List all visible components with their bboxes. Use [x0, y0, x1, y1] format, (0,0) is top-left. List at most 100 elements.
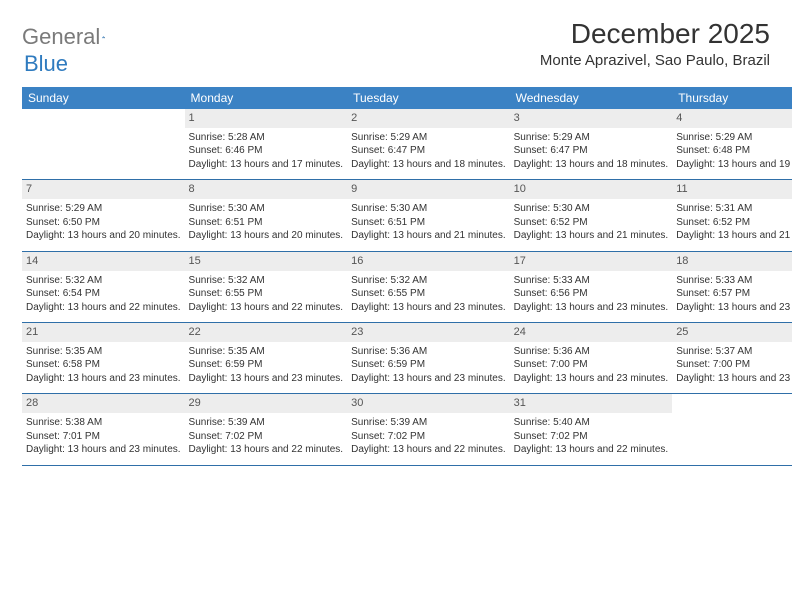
- day-number: 21: [22, 323, 185, 342]
- daylight-line: Daylight: 13 hours and 18 minutes.: [351, 158, 506, 172]
- sunset-line: Sunset: 6:55 PM: [189, 287, 344, 301]
- daylight-line: Daylight: 13 hours and 23 minutes.: [514, 372, 669, 386]
- sunset-line: Sunset: 6:57 PM: [676, 287, 792, 301]
- day-number: 28: [22, 394, 185, 413]
- sunset-line: Sunset: 7:02 PM: [514, 430, 669, 444]
- day-cell: 18 Sunrise: 5:33 AMSunset: 6:57 PMDayligh…: [672, 251, 792, 322]
- daylight-line: Daylight: 13 hours and 22 minutes.: [514, 443, 669, 457]
- day-number: 22: [185, 323, 348, 342]
- sunrise-line: Sunrise: 5:30 AM: [514, 202, 669, 216]
- sunrise-line: Sunrise: 5:32 AM: [189, 274, 344, 288]
- daylight-line: Daylight: 13 hours and 17 minutes.: [189, 158, 344, 172]
- day-header-tuesday: Tuesday: [347, 87, 510, 109]
- sunrise-line: Sunrise: 5:33 AM: [676, 274, 792, 288]
- week-row: 21Sunrise: 5:35 AMSunset: 6:58 PMDayligh…: [22, 323, 792, 394]
- sunrise-line: Sunrise: 5:35 AM: [189, 345, 344, 359]
- daylight-line: Daylight: 13 hours and 23 minutes.: [514, 301, 669, 315]
- day-header-monday: Monday: [185, 87, 348, 109]
- day-number: 31: [510, 394, 673, 413]
- day-number: 1: [185, 109, 348, 128]
- sunrise-line: Sunrise: 5:36 AM: [514, 345, 669, 359]
- sunset-line: Sunset: 6:58 PM: [26, 358, 181, 372]
- day-cell: 11Sunrise: 5:31 AMSunset: 6:52 PMDayligh…: [672, 180, 792, 251]
- day-number: 14: [22, 252, 185, 271]
- daylight-line: Daylight: 13 hours and 23 minutes.: [189, 372, 344, 386]
- sunset-line: Sunset: 6:46 PM: [189, 144, 344, 158]
- day-cell: 29Sunrise: 5:39 AMSunset: 7:02 PMDayligh…: [185, 394, 348, 465]
- day-number: 18: [672, 252, 792, 271]
- day-cell: 31Sunrise: 5:40 AMSunset: 7:02 PMDayligh…: [510, 394, 673, 465]
- day-cell: 9Sunrise: 5:30 AMSunset: 6:51 PMDaylight…: [347, 180, 510, 251]
- sunrise-line: Sunrise: 5:29 AM: [351, 131, 506, 145]
- day-header-row: SundayMondayTuesdayWednesdayThursdayFrid…: [22, 87, 792, 109]
- sunset-line: Sunset: 6:54 PM: [26, 287, 181, 301]
- day-cell: 2 Sunrise: 5:29 AMSunset: 6:47 PMDaylight…: [347, 109, 510, 180]
- day-cell: 7 Sunrise: 5:29 AMSunset: 6:50 PMDaylight…: [22, 180, 185, 251]
- day-header-sunday: Sunday: [22, 87, 185, 109]
- daylight-line: Daylight: 13 hours and 23 minutes.: [676, 301, 792, 315]
- day-number: 16: [347, 252, 510, 271]
- day-cell: 25Sunrise: 5:37 AMSunset: 7:00 PMDayligh…: [672, 323, 792, 394]
- daylight-line: Daylight: 13 hours and 22 minutes.: [351, 443, 506, 457]
- day-number: 4: [672, 109, 792, 128]
- sunrise-line: Sunrise: 5:30 AM: [189, 202, 344, 216]
- sunrise-line: Sunrise: 5:28 AM: [189, 131, 344, 145]
- day-cell: 3Sunrise: 5:29 AMSunset: 6:47 PMDaylight…: [510, 109, 673, 180]
- sunset-line: Sunset: 6:59 PM: [351, 358, 506, 372]
- sunrise-line: Sunrise: 5:36 AM: [351, 345, 506, 359]
- sunset-line: Sunset: 6:56 PM: [514, 287, 669, 301]
- sunrise-line: Sunrise: 5:29 AM: [676, 131, 792, 145]
- day-cell: 4Sunrise: 5:29 AMSunset: 6:48 PMDaylight…: [672, 109, 792, 180]
- sunset-line: Sunset: 6:47 PM: [351, 144, 506, 158]
- day-cell: 8 Sunrise: 5:30 AMSunset: 6:51 PMDaylight…: [185, 180, 348, 251]
- logo-sail-icon: [102, 30, 105, 44]
- day-number: 2: [347, 109, 510, 128]
- sunset-line: Sunset: 6:51 PM: [189, 216, 344, 230]
- daylight-line: Daylight: 13 hours and 22 minutes.: [26, 301, 181, 315]
- sunrise-line: Sunrise: 5:30 AM: [351, 202, 506, 216]
- week-row: 14Sunrise: 5:32 AMSunset: 6:54 PMDayligh…: [22, 251, 792, 322]
- week-row: 28Sunrise: 5:38 AMSunset: 7:01 PMDayligh…: [22, 394, 792, 465]
- day-number: 7: [22, 180, 185, 199]
- sunrise-line: Sunrise: 5:38 AM: [26, 416, 181, 430]
- daylight-line: Daylight: 13 hours and 22 minutes.: [189, 443, 344, 457]
- week-row: 7Sunrise: 5:29 AMSunset: 6:50 PMDaylight…: [22, 180, 792, 251]
- sunset-line: Sunset: 6:50 PM: [26, 216, 181, 230]
- daylight-line: Daylight: 13 hours and 21 minutes.: [514, 229, 669, 243]
- day-number: 29: [185, 394, 348, 413]
- day-cell: 21Sunrise: 5:35 AMSunset: 6:58 PMDayligh…: [22, 323, 185, 394]
- daylight-line: Daylight: 13 hours and 23 minutes.: [351, 301, 506, 315]
- logo-text-gray: General: [22, 24, 100, 50]
- calendar-table: SundayMondayTuesdayWednesdayThursdayFrid…: [22, 87, 792, 466]
- sunset-line: Sunset: 7:00 PM: [514, 358, 669, 372]
- day-number: 15: [185, 252, 348, 271]
- sunset-line: Sunset: 6:48 PM: [676, 144, 792, 158]
- sunset-line: Sunset: 6:55 PM: [351, 287, 506, 301]
- daylight-line: Daylight: 13 hours and 20 minutes.: [26, 229, 181, 243]
- day-number: 3: [510, 109, 673, 128]
- month-title: December 2025: [540, 18, 770, 50]
- sunset-line: Sunset: 6:47 PM: [514, 144, 669, 158]
- day-header-thursday: Thursday: [672, 87, 792, 109]
- day-cell: 30Sunrise: 5:39 AMSunset: 7:02 PMDayligh…: [347, 394, 510, 465]
- location: Monte Aprazivel, Sao Paulo, Brazil: [540, 52, 770, 69]
- sunrise-line: Sunrise: 5:32 AM: [351, 274, 506, 288]
- daylight-line: Daylight: 13 hours and 23 minutes.: [26, 443, 181, 457]
- day-cell: .: [22, 109, 185, 180]
- sunset-line: Sunset: 6:52 PM: [676, 216, 792, 230]
- daylight-line: Daylight: 13 hours and 21 minutes.: [351, 229, 506, 243]
- daylight-line: Daylight: 13 hours and 20 minutes.: [189, 229, 344, 243]
- day-cell: 28Sunrise: 5:38 AMSunset: 7:01 PMDayligh…: [22, 394, 185, 465]
- day-cell: 14Sunrise: 5:32 AMSunset: 6:54 PMDayligh…: [22, 251, 185, 322]
- day-number: 11: [672, 180, 792, 199]
- day-cell: 22Sunrise: 5:35 AMSunset: 6:59 PMDayligh…: [185, 323, 348, 394]
- day-number: 23: [347, 323, 510, 342]
- sunrise-line: Sunrise: 5:35 AM: [26, 345, 181, 359]
- day-cell: 24Sunrise: 5:36 AMSunset: 7:00 PMDayligh…: [510, 323, 673, 394]
- day-header-wednesday: Wednesday: [510, 87, 673, 109]
- sunrise-line: Sunrise: 5:39 AM: [189, 416, 344, 430]
- logo-text-blue: Blue: [24, 51, 68, 77]
- day-number: 8: [185, 180, 348, 199]
- sunset-line: Sunset: 7:00 PM: [676, 358, 792, 372]
- sunrise-line: Sunrise: 5:29 AM: [26, 202, 181, 216]
